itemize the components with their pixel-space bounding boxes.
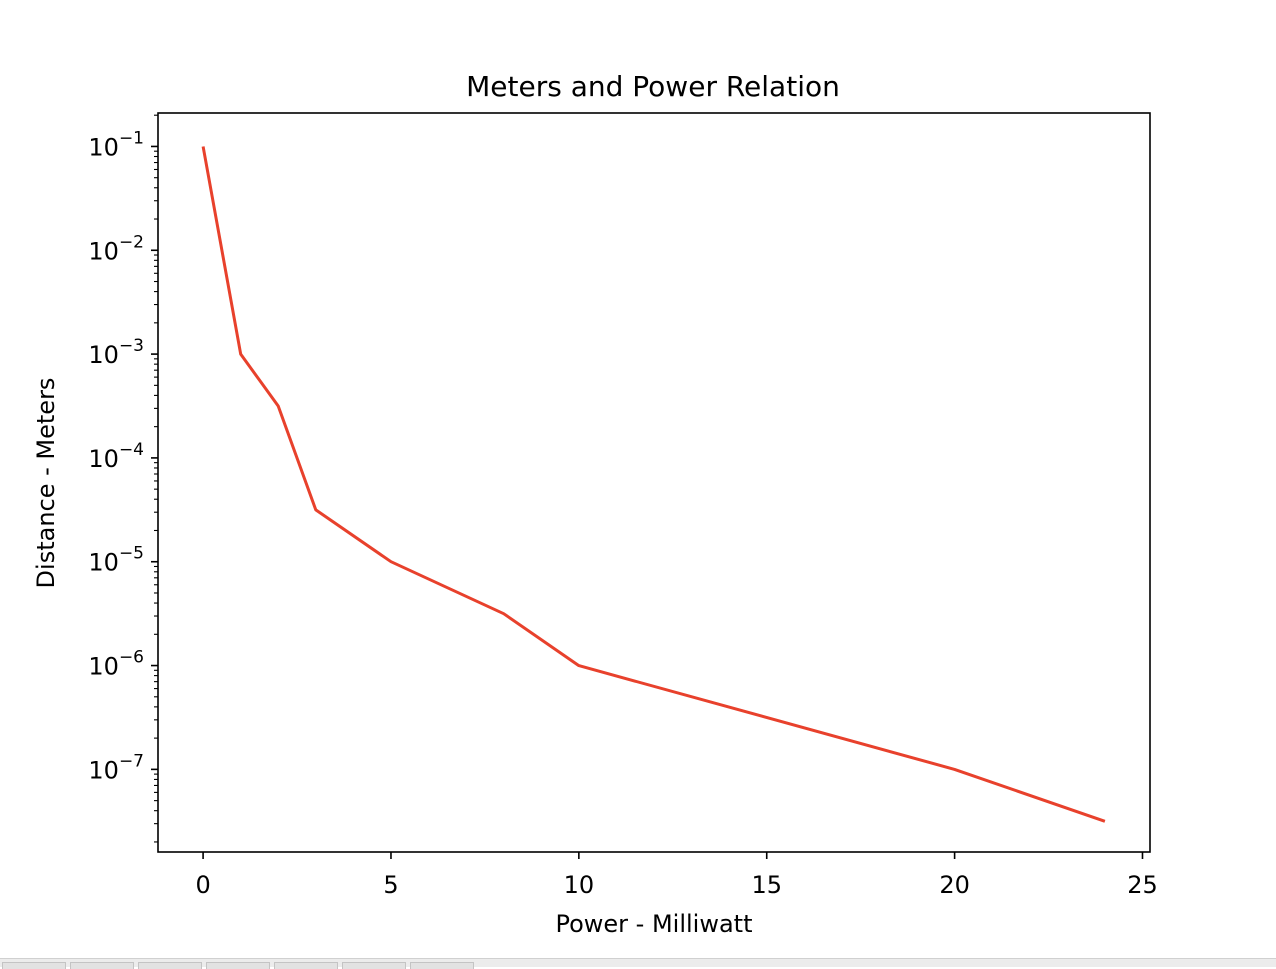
x-axis-title: Power - Milliwatt (555, 910, 752, 938)
y-tick-base: 10 (88, 445, 119, 473)
y-tick-exponent: −7 (119, 751, 144, 771)
y-tick-base: 10 (88, 756, 119, 784)
x-tick-label: 10 (564, 871, 595, 899)
y-tick-base: 10 (88, 237, 119, 265)
x-tick-label: 5 (383, 871, 398, 899)
y-axis: 10−710−610−510−410−310−210−1 (88, 128, 158, 784)
x-tick-label: 25 (1127, 871, 1158, 899)
x-tick-label: 15 (751, 871, 782, 899)
y-tick-exponent: −3 (119, 336, 144, 356)
y-tick-exponent: −6 (119, 648, 144, 668)
y-tick-label: 10−4 (88, 440, 144, 473)
y-axis-title: Distance - Meters (32, 378, 60, 589)
y-tick-base: 10 (88, 653, 119, 681)
x-tick-label: 20 (939, 871, 970, 899)
y-tick-exponent: −5 (119, 544, 144, 564)
y-minor-ticks (154, 114, 158, 843)
y-tick-label: 10−2 (88, 232, 144, 265)
y-tick-exponent: −4 (119, 440, 144, 460)
y-tick-base: 10 (88, 549, 119, 577)
x-axis: 0 5 10 15 20 25 (195, 852, 1158, 899)
y-tick-label: 10−6 (88, 648, 144, 681)
y-tick-label: 10−3 (88, 336, 144, 369)
y-tick-exponent: −1 (119, 128, 144, 148)
y-tick-base: 10 (88, 133, 119, 161)
y-tick-base: 10 (88, 341, 119, 369)
series-line (201, 146, 1106, 823)
y-tick-label: 10−1 (88, 128, 144, 161)
chart-title: Meters and Power Relation (466, 70, 840, 103)
y-tick-exponent: −2 (119, 232, 144, 252)
y-tick-label: 10−5 (88, 544, 144, 577)
y-tick-label: 10−7 (88, 751, 144, 784)
x-tick-label: 0 (195, 871, 210, 899)
plot-area-frame (157, 112, 1151, 853)
